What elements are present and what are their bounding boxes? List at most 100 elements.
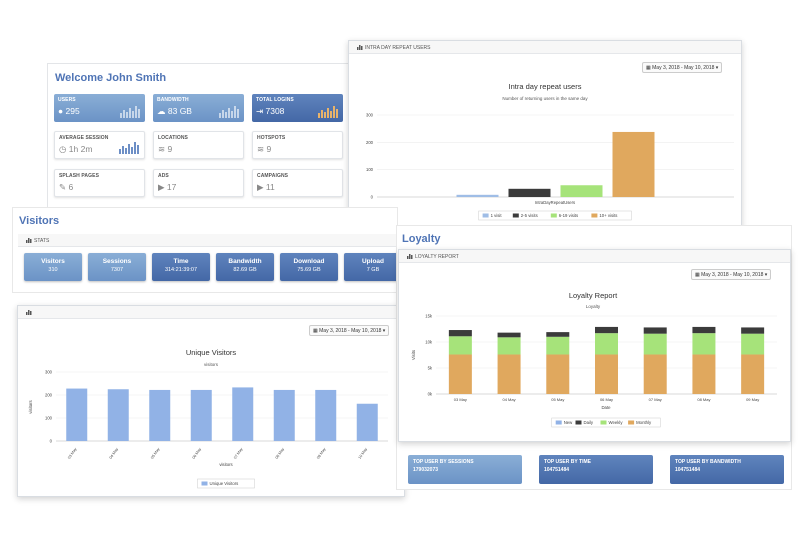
bar-segment-weekly[interactable] — [497, 337, 521, 355]
calendar-icon: ▦ — [646, 65, 651, 71]
stat-button-visitors[interactable]: Visitors 310 — [24, 253, 82, 281]
bar-6-19-visits[interactable] — [560, 185, 603, 197]
tile-label: BANDWIDTH — [157, 97, 189, 103]
bar-segment-weekly[interactable] — [595, 333, 618, 355]
legend-label: 1 visit — [491, 213, 503, 218]
stat-tile-campaigns[interactable]: CAMPAIGNS ▶ 11 — [252, 169, 343, 197]
bar-segment-monthly[interactable] — [643, 354, 667, 394]
top-user-tile[interactable]: TOP USER BY SESSIONS 179032073 — [408, 455, 522, 484]
y-tick-label: 300 — [366, 113, 374, 118]
bar-visitors[interactable] — [149, 389, 171, 441]
y-tick-label: 100 — [366, 167, 374, 172]
bar-segment-weekly[interactable] — [546, 336, 570, 355]
bar-segment-monthly[interactable] — [692, 354, 716, 394]
tile-label: USERS — [58, 97, 76, 103]
y-axis-label: Visits — [411, 350, 416, 360]
chevron-down-icon: ▾ — [715, 65, 719, 71]
bar-segment-monthly[interactable] — [497, 354, 521, 394]
intraday-date-range: May 3, 2018 - May 10, 2018 — [652, 65, 715, 71]
stat-button-bandwidth[interactable]: Bandwidth 82.69 GB — [216, 253, 274, 281]
legend-label: Daily — [584, 420, 594, 425]
bar-visitors[interactable] — [232, 387, 254, 441]
bar-segment-daily[interactable] — [595, 326, 618, 334]
stat-tile-users[interactable]: USERS ● 295 — [54, 94, 145, 122]
mini-bars-icon — [219, 106, 239, 118]
loyalty-panel: LOYALTY REPORT ▦ May 3, 2018 - May 10, 2… — [398, 249, 791, 442]
stat-tile-hotspots[interactable]: HOTSPOTS ≋ 9 — [252, 131, 343, 159]
loyalty-header: LOYALTY REPORT — [399, 250, 790, 263]
stat-tile-average-session[interactable]: AVERAGE SESSION ◷ 1h 2m — [54, 131, 145, 159]
tile-label: CAMPAIGNS — [257, 173, 289, 179]
x-tick-label: 10 May — [358, 447, 368, 460]
bar-visitors[interactable] — [356, 403, 378, 441]
wifi-icon: ≋ — [158, 144, 168, 154]
legend-label: 10+ visits — [599, 213, 617, 218]
stat-button-time[interactable]: Time 314:21:39:07 — [152, 253, 210, 281]
legend-swatch — [201, 481, 208, 486]
legend-label: Monthly — [636, 420, 652, 425]
legend-swatch — [628, 420, 635, 425]
bar-segment-daily[interactable] — [643, 327, 667, 334]
chart-title: Loyalty Report — [569, 291, 618, 300]
stat-button-upload[interactable]: Upload 7 GB — [344, 253, 402, 281]
bar-segment-weekly[interactable] — [448, 336, 472, 355]
x-tick-label: 09 May — [746, 397, 759, 402]
bar-1-visit[interactable] — [456, 194, 499, 197]
bar-visitors[interactable] — [273, 389, 295, 441]
loyalty-chart: Loyalty Report Loyalty 0k 5k 10k 15k 03 May 04 … — [411, 291, 777, 428]
bar-segment-weekly[interactable] — [692, 333, 716, 355]
intraday-panel: INTRA DAY REPEAT USERS ▦ May 3, 2018 - M… — [348, 40, 742, 233]
bar-visitors[interactable] — [315, 389, 337, 441]
chevron-down-icon: ▾ — [382, 328, 386, 334]
y-tick-label: 300 — [45, 370, 53, 375]
bar-segment-monthly[interactable] — [741, 354, 765, 394]
tile-value: 17 — [166, 182, 177, 192]
bar-segment-daily[interactable] — [497, 332, 521, 338]
tile-label: AVERAGE SESSION — [59, 135, 109, 141]
tile-value-row: ☁ 83 GB — [157, 106, 240, 117]
y-tick-label: 5k — [428, 366, 433, 371]
bar-segment-daily[interactable] — [448, 330, 472, 337]
intraday-date-picker[interactable]: ▦ May 3, 2018 - May 10, 2018 ▾ — [642, 62, 723, 73]
top-user-tile[interactable]: TOP USER BY TIME 104751484 — [539, 455, 653, 484]
tile-label: HOTSPOTS — [257, 135, 286, 141]
chart-title: Unique Visitors — [186, 348, 237, 357]
tile-value-row: ◷ 1h 2m — [59, 144, 140, 155]
wifi-icon: ≋ — [257, 144, 267, 154]
bar-segment-weekly[interactable] — [643, 333, 667, 355]
bar-segment-daily[interactable] — [692, 326, 716, 334]
bar-2-5-visits[interactable] — [508, 188, 551, 197]
legend-label: New — [564, 420, 573, 425]
bar-visitors[interactable] — [107, 389, 129, 441]
stat-tile-bandwidth[interactable]: BANDWIDTH ☁ 83 GB — [153, 94, 244, 122]
bar-segment-weekly[interactable] — [741, 333, 765, 355]
bar-10-visits[interactable] — [612, 131, 655, 197]
stat-button-download[interactable]: Download 75.69 GB — [280, 253, 338, 281]
stats-header-label: STATS — [34, 238, 50, 244]
cloud-icon: ☁ — [157, 106, 168, 116]
bar-segment-monthly[interactable] — [595, 354, 618, 394]
bar-chart-icon — [407, 254, 413, 261]
stat-value: 75.69 GB — [297, 267, 321, 273]
stat-tile-locations[interactable]: LOCATIONS ≋ 9 — [153, 131, 244, 159]
bar-segment-daily[interactable] — [741, 327, 765, 334]
play-icon: ▶ — [257, 182, 266, 192]
stat-tile-ads[interactable]: ADS ▶ 17 — [153, 169, 244, 197]
stat-tile-total-logins[interactable]: TOTAL LOGINS ⇥ 7308 — [252, 94, 343, 122]
bar-visitors[interactable] — [66, 388, 88, 441]
x-category-label: IntraDayRepeatUsers — [535, 200, 575, 205]
bar-segment-daily[interactable] — [546, 332, 570, 337]
stat-button-sessions[interactable]: Sessions 7307 — [88, 253, 146, 281]
loyalty-date-picker[interactable]: ▦ May 3, 2018 - May 10, 2018 ▾ — [691, 269, 772, 280]
visitors-date-picker[interactable]: ▦ May 3, 2018 - May 10, 2018 ▾ — [309, 325, 390, 336]
top-user-value: 104751484 — [675, 466, 701, 473]
legend-swatch — [575, 420, 582, 425]
stat-tile-splash-pages[interactable]: SPLASH PAGES ✎ 6 — [54, 169, 145, 197]
bar-visitors[interactable] — [190, 389, 212, 441]
play-icon: ▶ — [158, 182, 167, 192]
y-tick-label: 0 — [50, 439, 53, 444]
legend-swatch — [482, 213, 489, 218]
bar-segment-monthly[interactable] — [546, 354, 570, 394]
top-user-tile[interactable]: TOP USER BY BANDWIDTH 104751484 — [670, 455, 784, 484]
bar-segment-monthly[interactable] — [448, 354, 472, 394]
